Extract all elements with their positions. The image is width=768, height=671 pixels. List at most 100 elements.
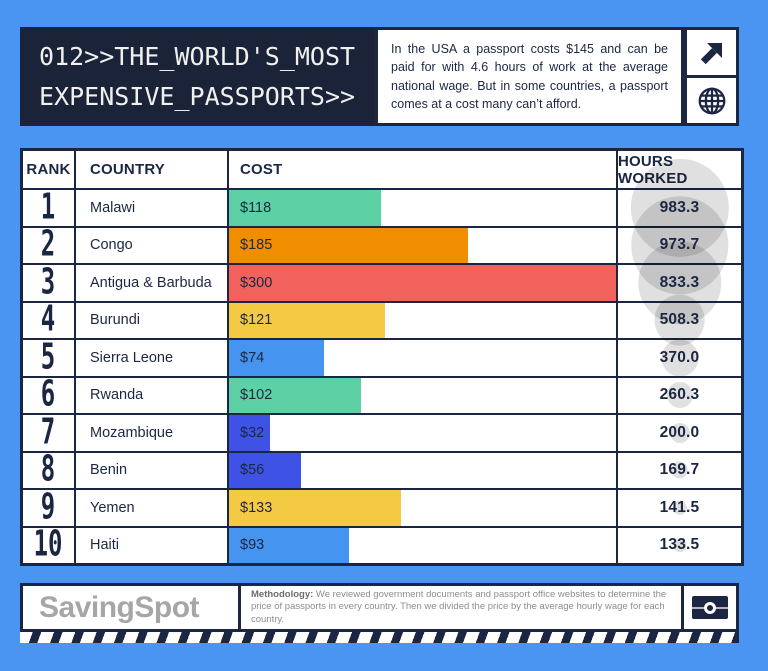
header: 012>>THE_WORLD'S_MOST EXPENSIVE_PASSPORT… (20, 27, 739, 126)
hours-value: 141.5 (659, 498, 700, 516)
rank-value: 3 (41, 261, 56, 303)
methodology-body: We reviewed government documents and pas… (251, 588, 667, 625)
methodology-label: Methodology: (251, 588, 314, 600)
hours-cell: 983.3 (618, 158, 741, 257)
cost-label: $74 (240, 349, 265, 366)
cost-label: $93 (240, 537, 265, 554)
rank-cell: 8 (23, 449, 76, 491)
rank-cell: 3 (23, 261, 76, 303)
country-name: Sierra Leone (90, 349, 174, 366)
rank-cell: 7 (23, 411, 76, 453)
cost-label: $185 (240, 237, 273, 254)
cost-label: $121 (240, 312, 273, 329)
rank-cell: 5 (23, 336, 76, 378)
cost-bar: $118 (229, 190, 382, 226)
hours-bubble (661, 339, 698, 377)
rank-cell: 2 (23, 224, 76, 266)
cost-cell: $121 (229, 302, 618, 338)
cost-bar: $102 (229, 377, 361, 413)
country-name: Rwanda (90, 387, 144, 404)
title-box: 012>>THE_WORLD'S_MOST EXPENSIVE_PASSPORT… (20, 27, 375, 126)
hours-value: 983.3 (659, 198, 700, 216)
col-header-country: COUNTRY (76, 151, 229, 188)
country-name: Benin (90, 462, 128, 479)
hours-cell: 973.7 (618, 196, 741, 294)
col-header-rank: RANK (23, 151, 76, 188)
hours-cell: 508.3 (618, 294, 741, 346)
rank-value: 7 (41, 411, 56, 453)
rank-cell: 9 (23, 486, 76, 528)
rank-value: 10 (34, 524, 63, 566)
country-name: Malawi (90, 199, 136, 216)
footer: SavingSpot Methodology: We reviewed gove… (20, 583, 739, 632)
cost-label: $118 (240, 199, 272, 216)
cost-bar: $56 (229, 452, 302, 488)
table-body: 1 Malawi $118 983.3 2 Congo (23, 158, 741, 566)
title-line-2: EXPENSIVE_PASSPORTS>> (39, 81, 356, 111)
country-cell: Burundi (76, 302, 229, 338)
cost-bar: $93 (229, 527, 349, 563)
cost-bar: $121 (229, 302, 386, 338)
hours-bubble (654, 294, 705, 346)
camera-icon (692, 596, 728, 619)
country-cell: Mozambique (76, 415, 229, 451)
savingspot-logo: SavingSpot (39, 590, 200, 624)
table-header-row: RANK COUNTRY COST HOURS WORKED (23, 151, 741, 190)
rank-value: 5 (41, 336, 56, 378)
hours-cell: 370.0 (618, 339, 741, 377)
hours-cell: 200.0 (618, 415, 741, 451)
hours-value: 260.3 (659, 386, 700, 404)
table-row: 3 Antigua & Barbuda $300 833.3 (23, 241, 741, 325)
country-name: Burundi (90, 312, 140, 329)
hours-bubble (669, 422, 690, 443)
rank-value: 2 (41, 224, 56, 266)
rank-value: 4 (41, 299, 56, 341)
cost-bar: $300 (229, 265, 616, 301)
methodology-cell: Methodology: We reviewed government docu… (238, 586, 684, 629)
country-cell: Malawi (76, 190, 229, 226)
table-row: 5 Sierra Leone $74 370.0 (23, 336, 741, 378)
rank-cell: 6 (23, 374, 76, 416)
cost-label: $32 (240, 424, 265, 441)
cost-cell: $118 (229, 190, 618, 226)
hours-value: 833.3 (659, 273, 700, 291)
cost-label: $56 (240, 462, 265, 479)
cost-cell: $74 (229, 340, 618, 376)
cost-cell: $185 (229, 227, 618, 263)
footer-icon-cell (684, 586, 736, 629)
hours-cell: 169.7 (618, 453, 741, 489)
cost-cell: $300 (229, 265, 618, 301)
hours-cell: 133.5 (618, 528, 741, 564)
globe-icon (684, 75, 739, 126)
table-row: 4 Burundi $121 508.3 (23, 294, 741, 346)
country-cell: Congo (76, 227, 229, 263)
country-name: Yemen (90, 499, 135, 516)
country-cell: Rwanda (76, 377, 229, 413)
hours-bubble (630, 158, 729, 257)
cost-bar: $133 (229, 490, 401, 526)
cost-cell: $56 (229, 452, 618, 488)
cost-label: $102 (240, 387, 273, 404)
country-cell: Yemen (76, 490, 229, 526)
hours-bubble (630, 196, 729, 294)
table-row: 9 Yemen $133 141.5 (23, 486, 741, 528)
col-header-cost: COST (229, 151, 618, 188)
cost-bar: $185 (229, 227, 468, 263)
hours-bubble (672, 538, 687, 552)
table-row: 8 Benin $56 169.7 (23, 449, 741, 491)
hours-cell: 260.3 (618, 378, 741, 414)
intro-text: In the USA a passport costs $145 and can… (391, 41, 668, 112)
hours-value: 133.5 (659, 536, 700, 554)
header-icons (684, 27, 739, 126)
hours-value: 973.7 (659, 236, 700, 254)
rank-value: 6 (41, 374, 56, 416)
rank-cell: 10 (23, 524, 76, 566)
hours-value: 508.3 (659, 311, 700, 329)
rank-value: 8 (41, 449, 56, 491)
country-cell: Antigua & Barbuda (76, 265, 229, 301)
rank-value: 1 (41, 186, 56, 228)
rank-value: 9 (41, 486, 56, 528)
hours-bubble (637, 241, 722, 325)
title-line-1: 012>>THE_WORLD'S_MOST (39, 41, 356, 71)
